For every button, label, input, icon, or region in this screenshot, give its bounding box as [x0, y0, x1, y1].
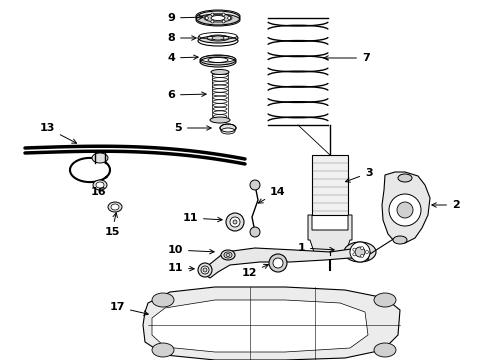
Circle shape: [211, 13, 214, 16]
Text: 10: 10: [168, 245, 214, 255]
Ellipse shape: [220, 124, 236, 132]
Ellipse shape: [199, 32, 237, 40]
Ellipse shape: [196, 10, 240, 22]
Circle shape: [250, 227, 260, 237]
Ellipse shape: [152, 343, 174, 357]
Circle shape: [211, 20, 214, 23]
Ellipse shape: [212, 36, 224, 40]
Ellipse shape: [221, 128, 235, 134]
Text: 2: 2: [432, 200, 460, 210]
Ellipse shape: [92, 153, 108, 163]
Circle shape: [230, 217, 240, 227]
Text: 15: 15: [104, 213, 120, 237]
Circle shape: [222, 20, 225, 23]
Ellipse shape: [211, 15, 225, 21]
Polygon shape: [205, 248, 370, 278]
Circle shape: [366, 251, 368, 253]
Ellipse shape: [93, 180, 107, 190]
Ellipse shape: [393, 236, 407, 244]
Ellipse shape: [198, 33, 238, 43]
Circle shape: [233, 220, 237, 224]
Polygon shape: [308, 215, 352, 255]
Text: 8: 8: [167, 33, 196, 43]
Ellipse shape: [221, 250, 235, 260]
Ellipse shape: [210, 117, 230, 123]
Ellipse shape: [224, 252, 232, 258]
Text: 7: 7: [324, 53, 370, 63]
Ellipse shape: [374, 293, 396, 307]
Circle shape: [350, 242, 370, 262]
Circle shape: [273, 258, 283, 268]
Text: 3: 3: [345, 168, 372, 182]
Circle shape: [226, 213, 244, 231]
Ellipse shape: [152, 293, 174, 307]
Ellipse shape: [201, 55, 235, 63]
Circle shape: [355, 247, 365, 257]
Circle shape: [397, 202, 413, 218]
Circle shape: [353, 248, 356, 251]
Text: 9: 9: [167, 13, 203, 23]
Text: 4: 4: [167, 53, 198, 63]
Circle shape: [361, 247, 364, 250]
Circle shape: [269, 254, 287, 272]
Polygon shape: [143, 287, 400, 360]
Text: 13: 13: [40, 123, 76, 143]
Circle shape: [228, 17, 231, 19]
Circle shape: [361, 254, 364, 257]
Ellipse shape: [96, 182, 104, 188]
Text: 16: 16: [90, 183, 106, 197]
Text: 5: 5: [174, 123, 211, 133]
Text: 14: 14: [258, 187, 286, 203]
Text: 12: 12: [242, 264, 269, 278]
Ellipse shape: [211, 69, 229, 75]
Ellipse shape: [111, 204, 119, 210]
Polygon shape: [152, 300, 368, 352]
Ellipse shape: [196, 14, 240, 26]
Circle shape: [222, 13, 225, 16]
Text: 11: 11: [168, 263, 194, 273]
Text: 1: 1: [297, 243, 334, 253]
Bar: [312, 155, 348, 215]
Ellipse shape: [398, 174, 412, 182]
Circle shape: [353, 253, 356, 256]
Ellipse shape: [344, 242, 376, 262]
Circle shape: [389, 194, 421, 226]
Polygon shape: [382, 172, 430, 243]
Circle shape: [198, 263, 212, 277]
Ellipse shape: [200, 55, 236, 65]
Ellipse shape: [108, 202, 122, 212]
Text: 17: 17: [109, 302, 148, 315]
Circle shape: [205, 17, 208, 19]
Text: 11: 11: [182, 213, 222, 223]
Circle shape: [203, 268, 207, 272]
Text: 6: 6: [167, 90, 206, 100]
Ellipse shape: [226, 253, 230, 257]
Circle shape: [201, 266, 209, 274]
Ellipse shape: [374, 343, 396, 357]
Circle shape: [250, 180, 260, 190]
